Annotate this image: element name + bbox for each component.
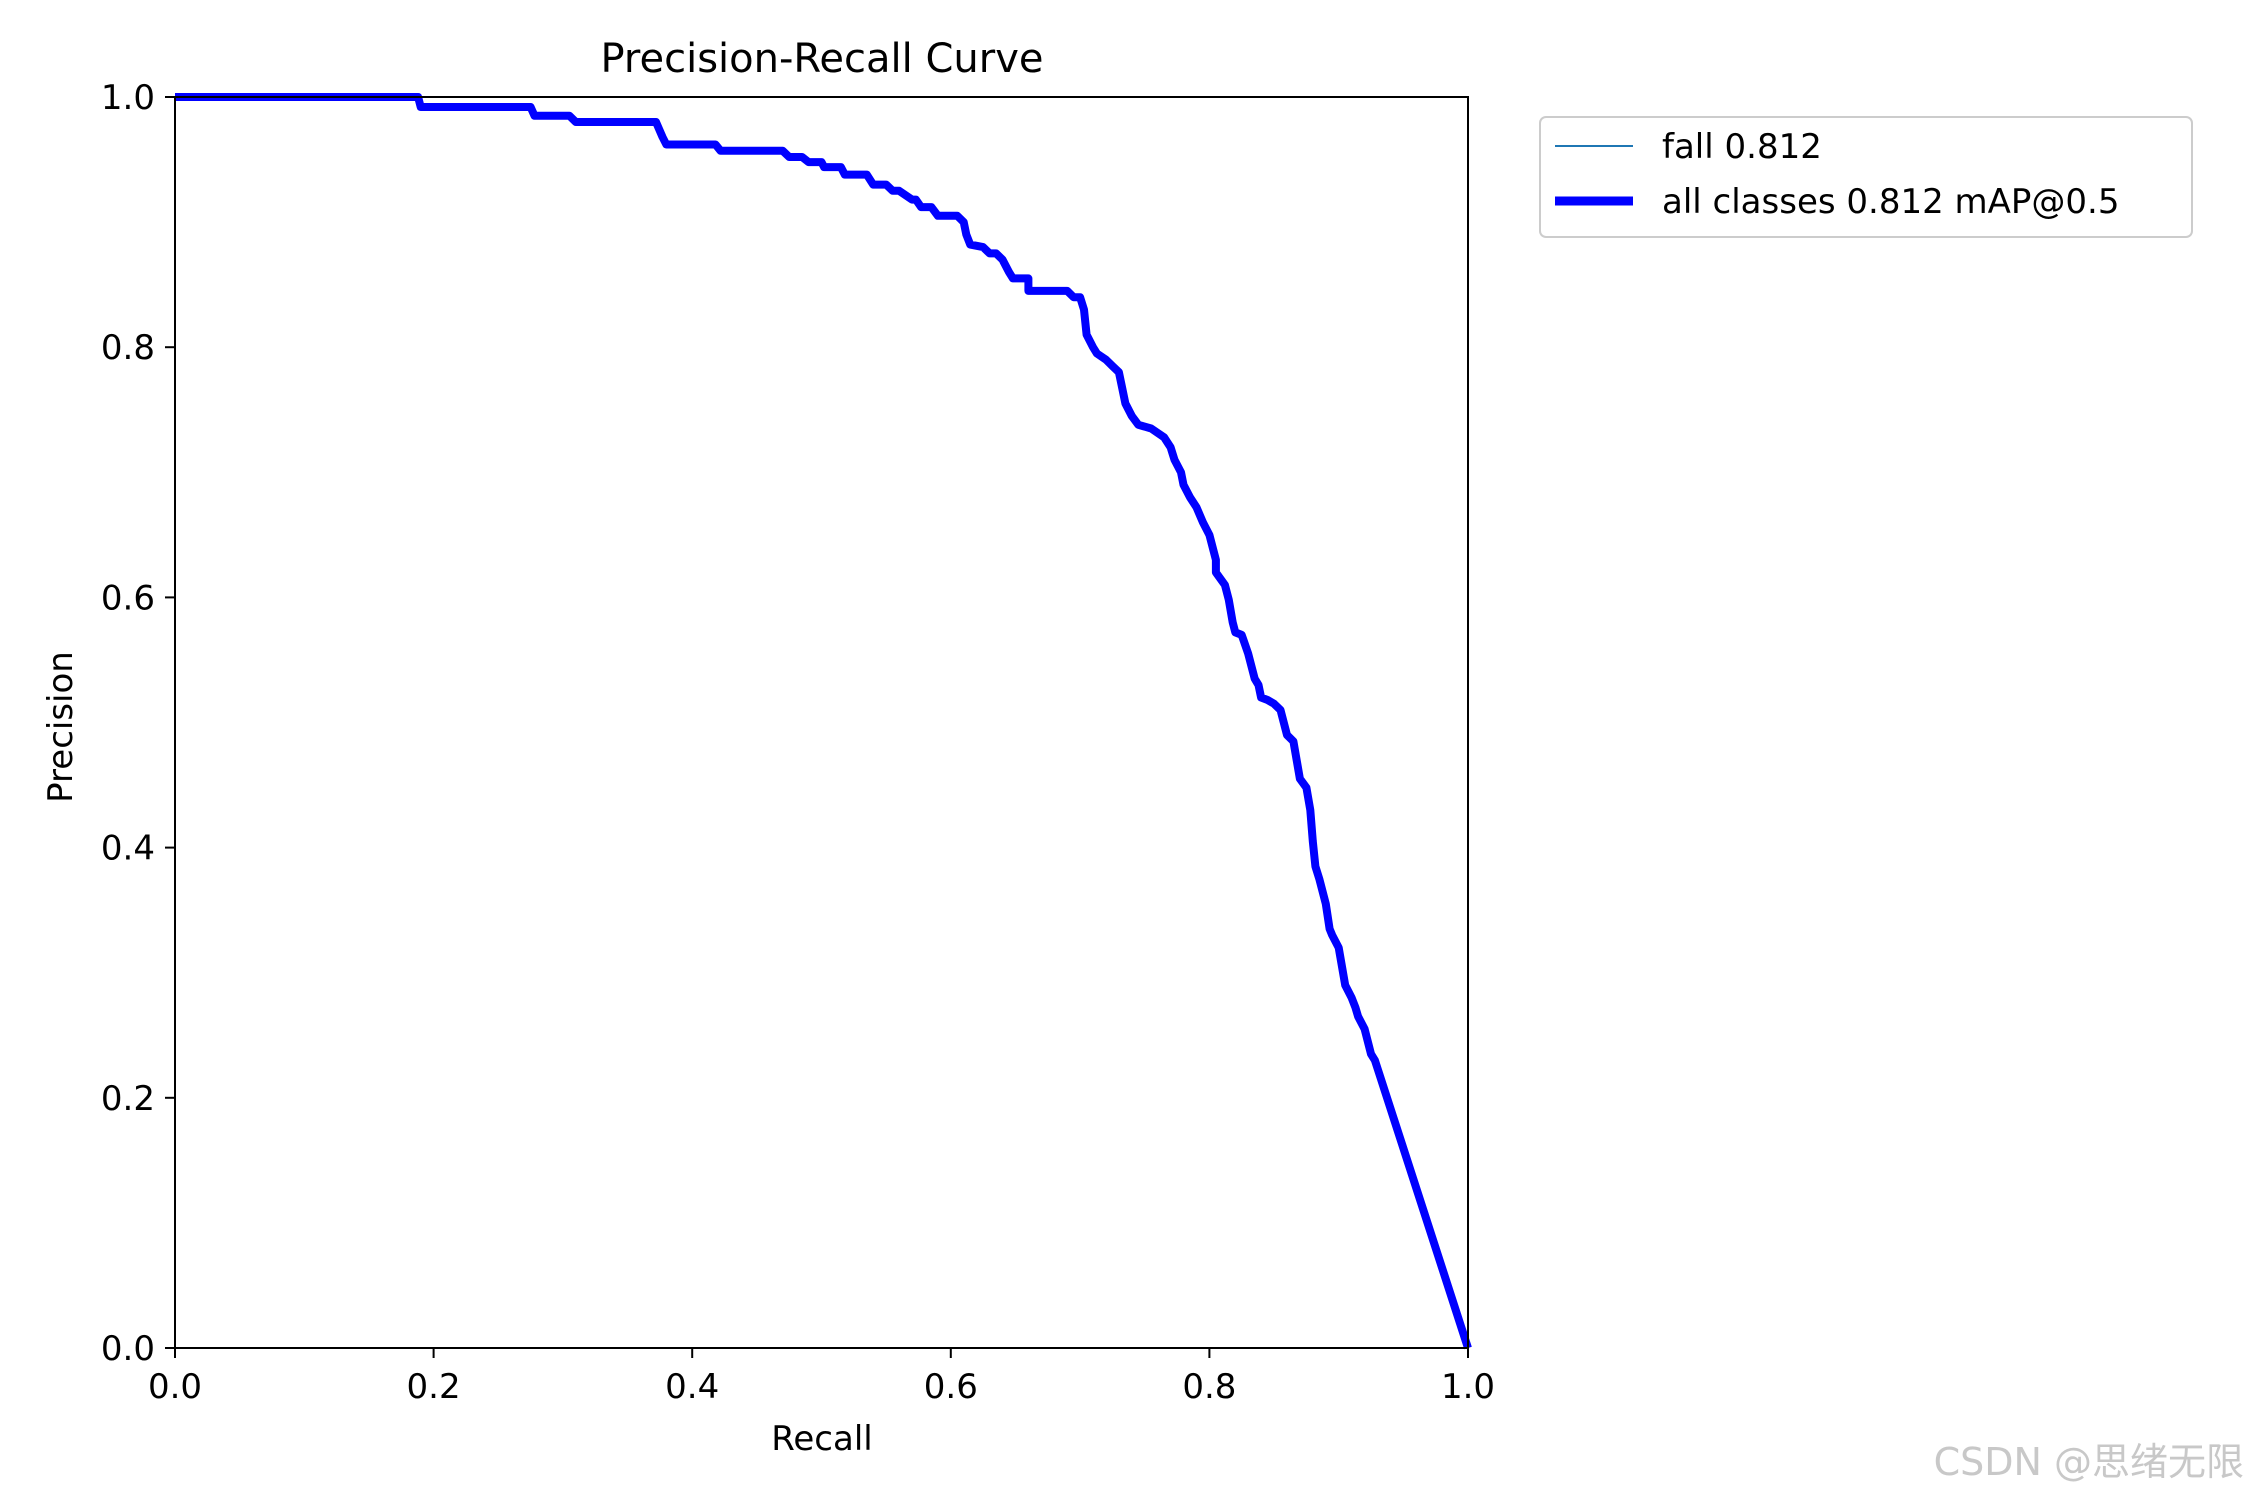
legend-label-fall: fall 0.812	[1662, 127, 1822, 167]
x-axis-label: Recall	[771, 1419, 872, 1459]
y-tick-label: 0.8	[101, 328, 155, 368]
series-layer	[175, 93, 1472, 1350]
y-axis-ticks: 0.0 0.2 0.4 0.6 0.8 1.0	[101, 78, 175, 1369]
y-tick-label: 0.6	[101, 578, 155, 618]
y-axis-label: Precision	[41, 651, 81, 803]
legend-box	[1539, 116, 2193, 238]
watermark-text: CSDN @思绪无限	[1934, 1440, 2244, 1484]
legend: fall 0.812 all classes 0.812 mAP@0.5	[1539, 116, 2193, 238]
series-line-all-classes	[175, 93, 1472, 1350]
chart-title: Precision-Recall Curve	[601, 36, 1044, 82]
plot-frame	[174, 96, 1469, 1349]
x-axis-ticks: 0.0 0.2 0.4 0.6 0.8 1.0	[148, 1348, 1495, 1407]
x-tick-label: 1.0	[1441, 1367, 1495, 1407]
x-tick-label: 0.2	[407, 1367, 461, 1407]
x-tick-label: 0.8	[1182, 1367, 1236, 1407]
y-tick-label: 0.0	[101, 1329, 155, 1369]
x-tick-label: 0.6	[924, 1367, 978, 1407]
legend-label-all-classes: all classes 0.812 mAP@0.5	[1662, 182, 2119, 222]
y-tick-label: 1.0	[101, 78, 155, 118]
x-tick-label: 0.4	[665, 1367, 719, 1407]
y-tick-label: 0.4	[101, 829, 155, 869]
y-tick-label: 0.2	[101, 1079, 155, 1119]
x-tick-label: 0.0	[148, 1367, 202, 1407]
